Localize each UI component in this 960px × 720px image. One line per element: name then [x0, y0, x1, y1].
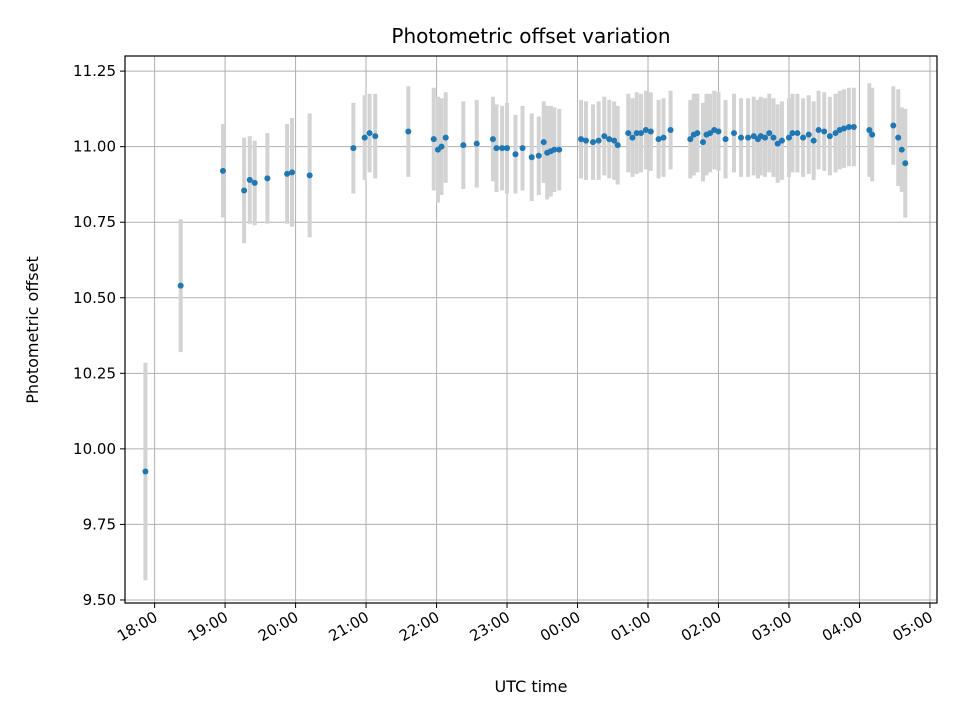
y-tick-label: 11.00 [73, 138, 116, 156]
data-point [528, 154, 535, 161]
data-point [177, 282, 184, 289]
data-point [750, 133, 757, 140]
y-tick-label: 10.50 [73, 289, 116, 307]
data-point [832, 130, 839, 137]
y-tick-label: 10.00 [73, 440, 116, 458]
data-point [499, 145, 506, 152]
data-point [850, 124, 857, 131]
data-point [489, 136, 496, 143]
data-point [902, 160, 909, 167]
y-tick-label: 11.25 [73, 62, 116, 80]
data-point [625, 130, 632, 137]
data-point [438, 143, 445, 150]
data-point [578, 136, 585, 143]
data-point [774, 140, 781, 147]
data-point [694, 130, 701, 137]
data-point [699, 139, 706, 146]
data-point [810, 137, 817, 144]
data-point [647, 128, 654, 135]
data-points [142, 122, 909, 475]
x-axis-label: UTC time [495, 677, 568, 696]
chart-title: Photometric offset variation [391, 24, 670, 48]
data-point [629, 134, 636, 141]
data-point [366, 130, 373, 137]
y-tick-label: 10.75 [73, 213, 116, 231]
data-point [493, 145, 500, 152]
y-axis-label: Photometric offset [23, 256, 42, 404]
y-tick-label: 10.25 [73, 364, 116, 382]
data-point [789, 130, 796, 137]
data-point [264, 175, 271, 182]
data-point [738, 134, 745, 141]
data-point [722, 136, 729, 143]
data-point [519, 145, 526, 152]
data-point [821, 128, 828, 135]
data-point [633, 130, 640, 137]
data-point [805, 131, 812, 138]
data-point [284, 170, 291, 177]
data-point [731, 130, 737, 137]
data-point [826, 133, 833, 140]
data-point [687, 136, 694, 143]
data-point [611, 137, 618, 144]
data-point [667, 127, 674, 134]
data-point [840, 125, 847, 132]
y-axis: 9.50 9.75 10.00 10.25 10.50 10.75 11.00 11.25 [73, 62, 125, 609]
plot-frame [124, 55, 938, 604]
data-point [642, 127, 649, 134]
data-point [770, 134, 777, 141]
data-point [794, 130, 801, 137]
data-point [142, 468, 149, 475]
data-point [405, 128, 412, 135]
data-point [614, 142, 621, 149]
data-point [551, 146, 558, 153]
data-point [306, 172, 313, 179]
data-point [601, 133, 608, 140]
data-point [556, 146, 563, 153]
y-tick-label: 9.50 [83, 591, 116, 609]
data-point [535, 152, 542, 159]
data-point [778, 137, 785, 144]
data-point [898, 146, 905, 153]
data-point [895, 134, 902, 141]
data-point [582, 137, 589, 144]
data-point [473, 140, 480, 147]
data-point [540, 139, 547, 146]
data-point [590, 139, 597, 146]
data-point [800, 134, 807, 141]
data-point [350, 145, 357, 152]
data-point [655, 136, 662, 143]
data-point [442, 134, 449, 141]
data-point [251, 179, 258, 186]
data-point [606, 136, 613, 143]
data-point [890, 122, 897, 129]
data-point [845, 124, 852, 131]
data-point [241, 187, 248, 194]
data-point [707, 130, 714, 137]
data-point [504, 145, 511, 152]
data-point [660, 134, 667, 141]
y-tick-label: 9.75 [83, 515, 116, 533]
data-point [745, 134, 752, 141]
data-point [815, 127, 822, 134]
data-point [866, 127, 873, 134]
data-point [361, 134, 368, 141]
data-point [762, 134, 769, 141]
data-point [715, 128, 722, 135]
data-point [785, 134, 792, 141]
data-point [219, 167, 226, 174]
data-point [430, 136, 437, 143]
data-point [637, 130, 644, 137]
data-point [246, 176, 253, 183]
data-point [512, 151, 519, 158]
data-point [460, 142, 467, 149]
data-point [595, 137, 602, 144]
data-point [372, 133, 379, 140]
data-point [766, 130, 773, 137]
data-point [869, 131, 876, 138]
data-point [289, 169, 296, 176]
